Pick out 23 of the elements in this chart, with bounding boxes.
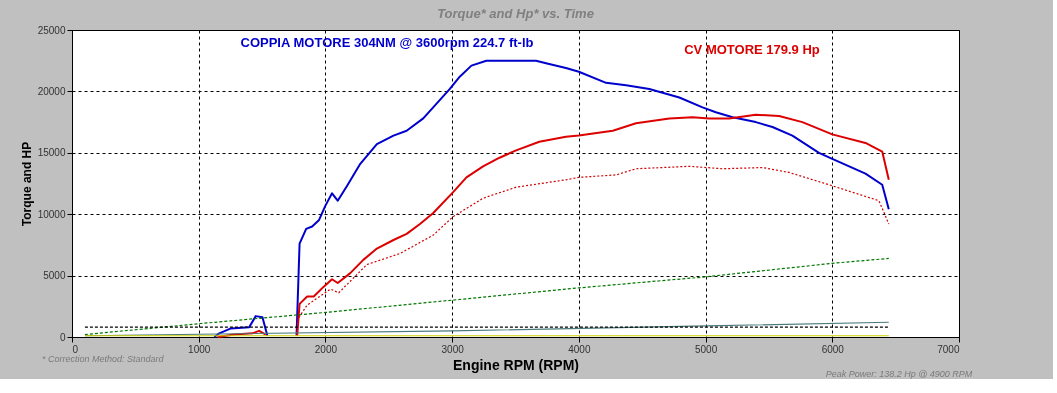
x-tick-label: 2000: [314, 343, 338, 355]
y-tick-label: 10000: [37, 208, 66, 220]
x-tick-label: 6000: [821, 343, 845, 355]
x-tick-label: 7000: [937, 343, 960, 355]
chart-title: Torque* and Hp* vs. Time: [437, 6, 594, 21]
x-tick-label: 5000: [694, 343, 718, 355]
x-tick-label: 4000: [568, 343, 591, 355]
line-series: [84, 257, 890, 336]
y-tick-label: 0: [59, 331, 66, 343]
line-series: [298, 165, 890, 318]
x-tick-label: 3000: [441, 343, 465, 355]
x-tick-label: 1000: [188, 343, 211, 355]
text: * Correction Method: Standard: [42, 354, 165, 364]
y-tick-label: 20000: [37, 85, 66, 97]
annotation: COPPIA MOTORE 304NM @ 3600rpm 224.7 ft-lb: [240, 35, 534, 50]
y-tick-label: 25000: [37, 24, 66, 36]
x-tick-label: 0: [72, 343, 79, 355]
y-axis-title: Torque and HP: [19, 141, 34, 227]
annotation: CV MOTORE 179.9 Hp: [684, 42, 820, 57]
y-tick-label: 15000: [37, 147, 66, 159]
text: Peak Power: 138.2 Hp @ 4900 RPM: [825, 369, 973, 379]
y-tick-label: 5000: [43, 270, 66, 282]
x-axis-title: Engine RPM (RPM): [453, 356, 579, 373]
